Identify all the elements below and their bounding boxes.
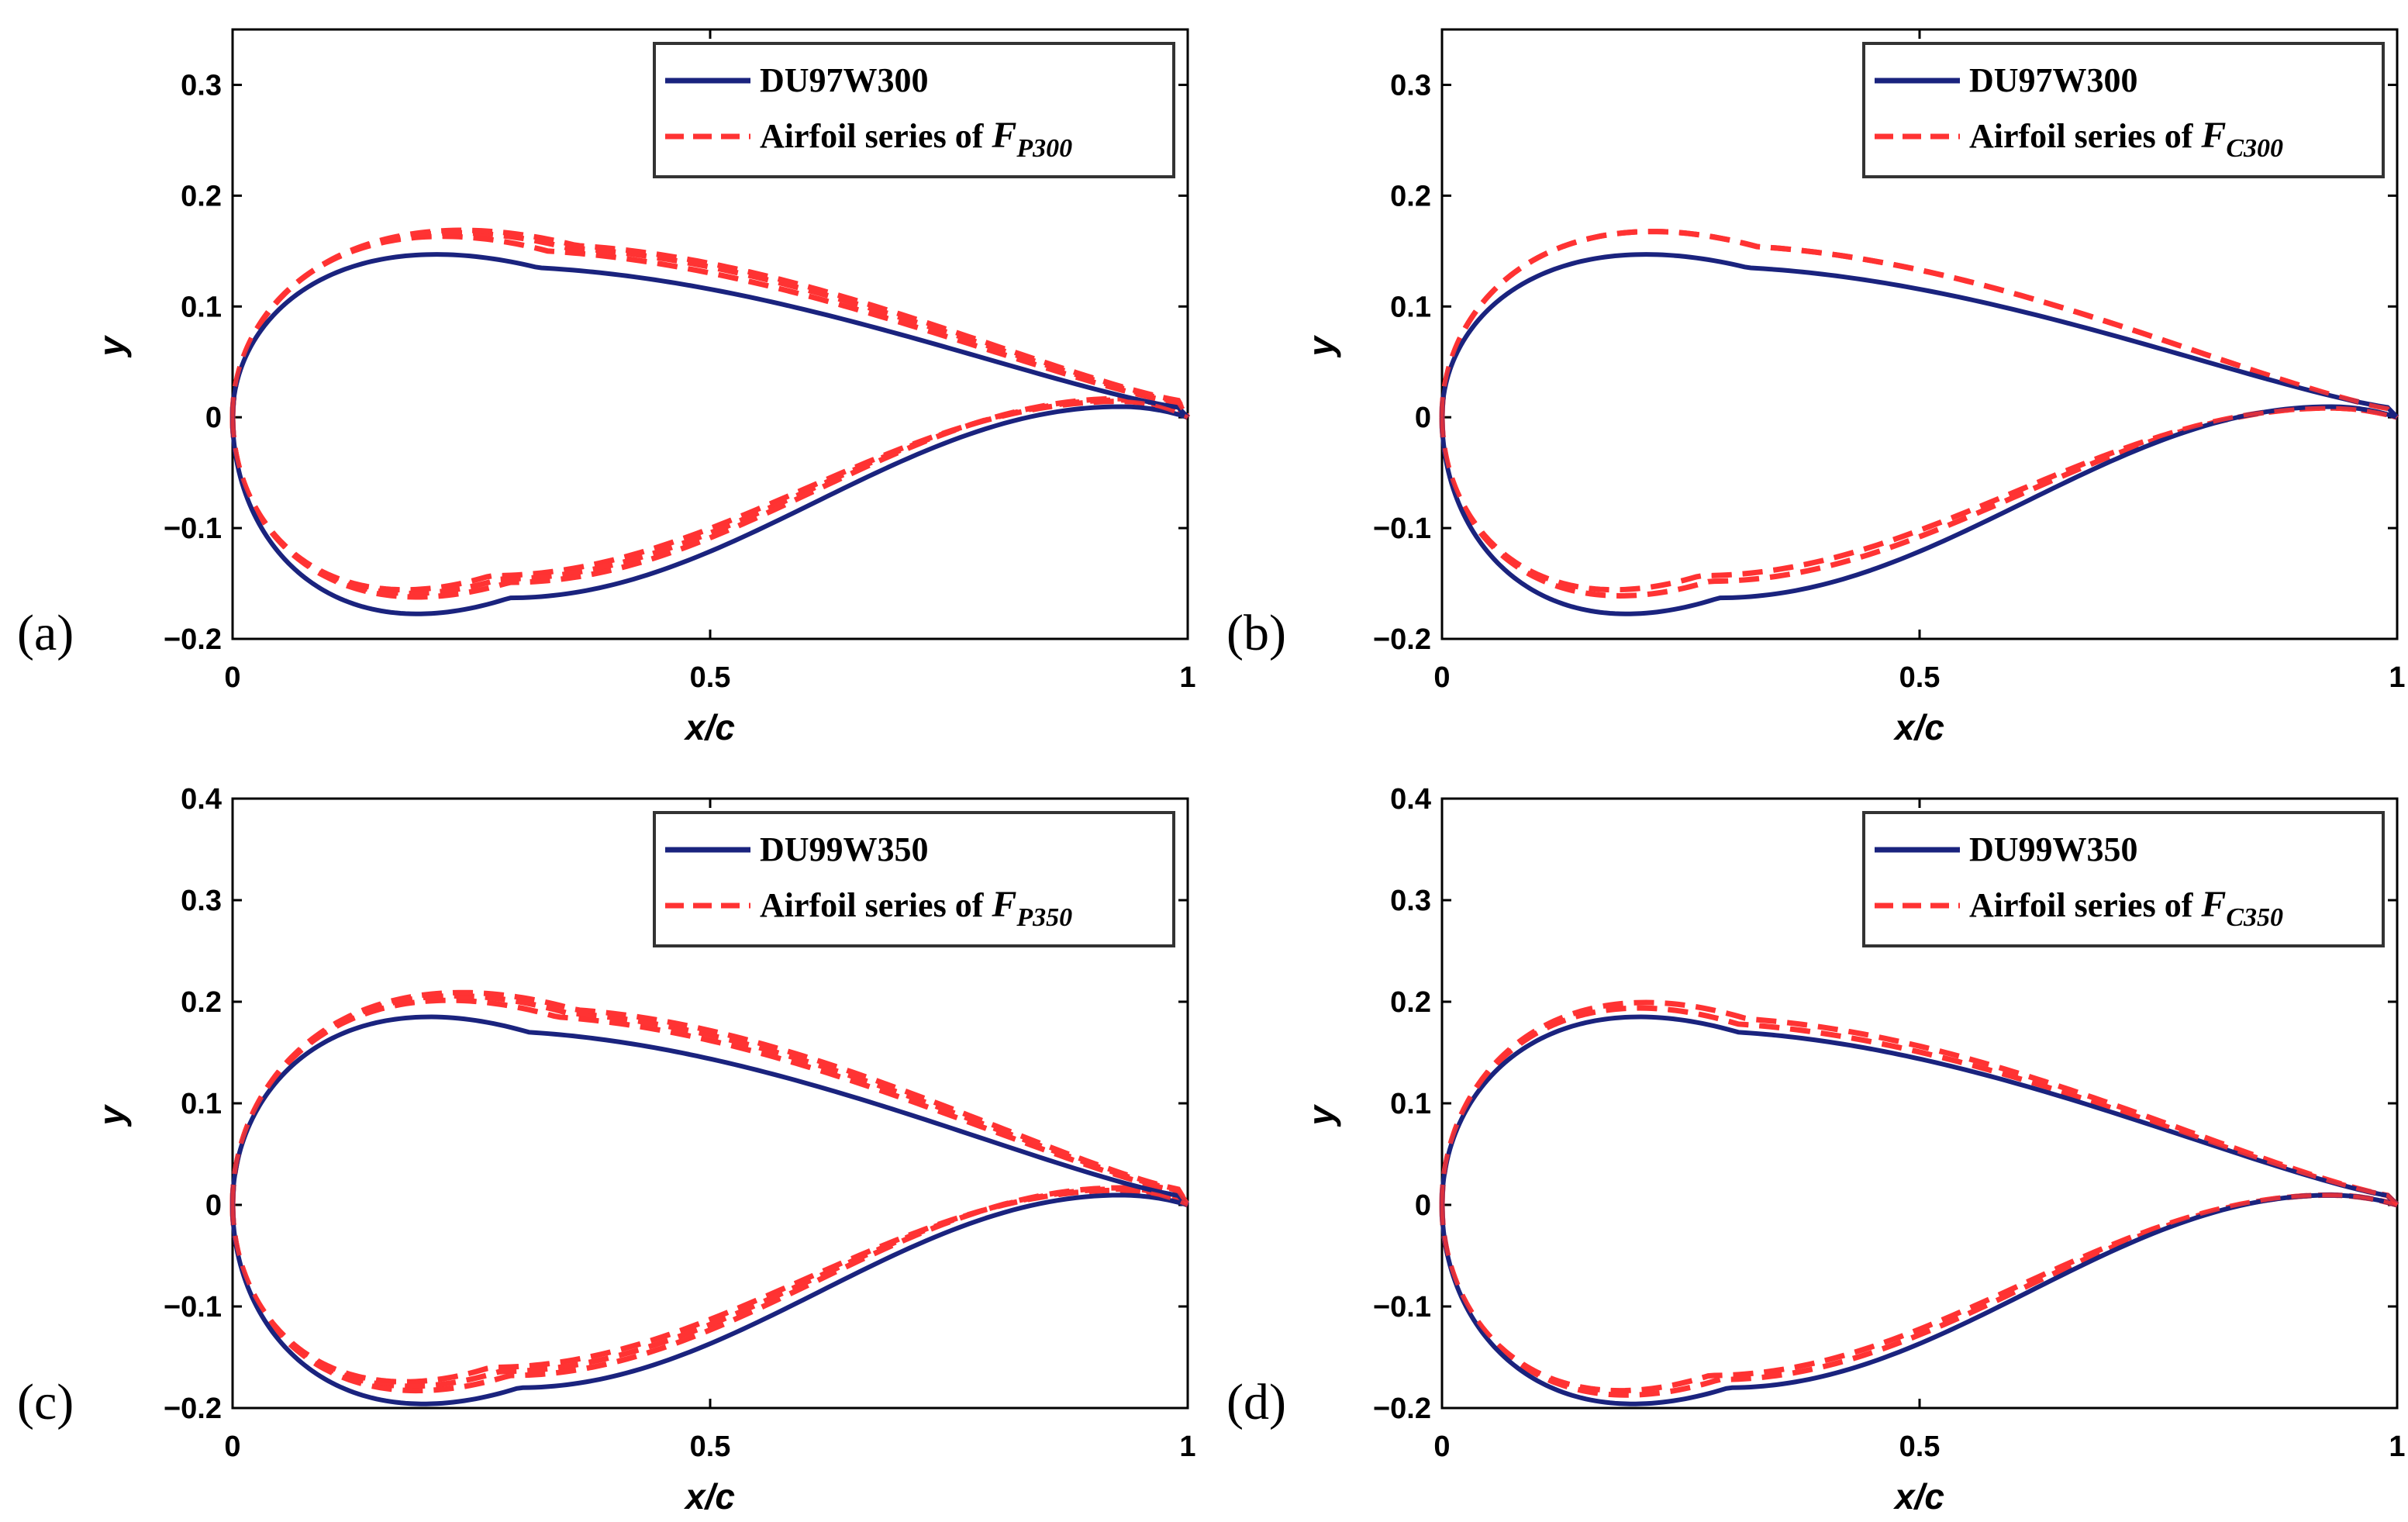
y-tick-label: −0.2 xyxy=(164,623,222,656)
series-airfoil-overlay-lower xyxy=(1440,406,2398,592)
y-tick-label: 0.3 xyxy=(181,69,222,102)
series-airfoil-overlay-upper xyxy=(1440,230,2399,419)
x-tick-label: 0 xyxy=(1433,1431,1450,1463)
series-airfoil-overlay-upper xyxy=(1440,1006,2399,1206)
y-tick-label: 0 xyxy=(1415,402,1431,434)
series-airfoil-lower-0 xyxy=(1439,405,2398,593)
series-baseline-upper xyxy=(230,1014,1190,1207)
y-axis-label: y xyxy=(1301,335,1341,358)
series-airfoil-upper-1 xyxy=(229,992,1190,1206)
y-tick-label: 0.1 xyxy=(181,291,222,323)
series-airfoil-lower-0 xyxy=(229,1187,1189,1385)
series-airfoil-overlay-upper xyxy=(230,234,1190,419)
y-axis-label: y xyxy=(91,1104,132,1127)
y-tick-label: 0.1 xyxy=(181,1088,222,1120)
series-airfoil-overlay-upper xyxy=(230,998,1190,1206)
chart-panel-d: −0.2 −0.1 0 0.1 0.2 0.3 0.4 0 0.5 1 x/c y (d) DU99W35… xyxy=(1226,783,2406,1517)
series-baseline-upper xyxy=(230,252,1190,419)
series-airfoil-lower-0 xyxy=(229,399,1189,593)
y-tick-label: 0.3 xyxy=(1390,885,1431,917)
series-airfoil-lower-1 xyxy=(229,1186,1189,1389)
legend-label-baseline: DU99W350 xyxy=(760,830,929,868)
series-airfoil-lower-2 xyxy=(229,1185,1189,1394)
x-tick-label: 1 xyxy=(1179,1431,1195,1463)
y-tick-label: 0 xyxy=(1415,1189,1431,1222)
legend-label-baseline: DU97W300 xyxy=(760,61,929,99)
y-tick-label: 0.3 xyxy=(181,885,222,917)
series-airfoil-overlay-lower xyxy=(230,399,1189,592)
y-tick-label: 0 xyxy=(205,402,222,434)
y-tick-label: −0.2 xyxy=(1373,1393,1431,1425)
y-tick-label: −0.1 xyxy=(164,513,222,545)
x-tick-label: 0 xyxy=(224,661,240,694)
y-tick-label: 0.2 xyxy=(181,180,222,212)
x-tick-label: 0.5 xyxy=(690,1431,731,1463)
x-axis-label: x/c xyxy=(683,1476,735,1517)
x-tick-label: 0.5 xyxy=(1899,1431,1941,1463)
series-baseline-upper xyxy=(1440,252,2399,419)
series-baseline-lower xyxy=(1440,1192,2398,1406)
y-tick-label: 0.1 xyxy=(1390,291,1431,323)
series-airfoil-overlay-lower xyxy=(1440,1192,2398,1393)
panel-label: (a) xyxy=(17,605,74,661)
y-tick-label: 0.4 xyxy=(1390,783,1431,816)
y-tick-label: −0.2 xyxy=(164,1393,222,1425)
y-tick-label: 0.1 xyxy=(1390,1088,1431,1120)
y-tick-label: −0.1 xyxy=(1373,513,1431,545)
series-airfoil-lower-1 xyxy=(1439,1192,2398,1398)
series-airfoil-lower-1 xyxy=(229,397,1189,596)
x-axis-label: x/c xyxy=(683,707,735,747)
series-airfoil-lower-2 xyxy=(229,395,1189,600)
series-baseline-lower xyxy=(1440,404,2398,616)
y-axis-label: y xyxy=(1301,1104,1341,1127)
y-axis-label: y xyxy=(91,335,132,358)
chart-panel-c: −0.2 −0.1 0 0.1 0.2 0.3 0.4 0 0.5 1 x/c y (c) DU99W35… xyxy=(17,783,1196,1517)
series-airfoil-lower-0 xyxy=(1439,1192,2398,1394)
x-tick-label: 0 xyxy=(224,1431,240,1463)
y-tick-label: 0.2 xyxy=(1390,180,1431,212)
panel-label: (d) xyxy=(1226,1374,1286,1431)
legend-box xyxy=(1862,811,2385,947)
y-tick-label: 0.4 xyxy=(181,783,222,816)
x-tick-label: 0.5 xyxy=(690,661,731,694)
series-baseline-upper xyxy=(1440,1014,2399,1207)
y-tick-label: 0.3 xyxy=(1390,69,1431,102)
x-tick-label: 1 xyxy=(2389,1431,2405,1463)
chart-panel-a: −0.2 −0.1 0 0.1 0.2 0.3 0 0.5 1 x/c y (a) DU97W300Ai… xyxy=(17,28,1196,747)
legend-box xyxy=(653,811,1175,947)
chart-panel-b: −0.2 −0.1 0 0.1 0.2 0.3 0 0.5 1 x/c y (b) DU97W300Ai… xyxy=(1226,28,2406,747)
y-tick-label: −0.2 xyxy=(1373,623,1431,656)
x-tick-label: 0 xyxy=(1433,661,1450,694)
series-airfoil-upper-0 xyxy=(229,233,1190,419)
y-tick-label: −0.1 xyxy=(164,1291,222,1324)
y-tick-label: 0 xyxy=(205,1189,222,1222)
legend-label-baseline: DU99W350 xyxy=(1969,830,2138,868)
y-tick-label: 0.2 xyxy=(1390,986,1431,1019)
series-airfoil-upper-1 xyxy=(1439,999,2399,1207)
series-baseline-lower xyxy=(230,404,1188,616)
x-tick-label: 1 xyxy=(1179,661,1195,694)
series-airfoil-overlay-lower xyxy=(230,1188,1188,1384)
panel-label: (c) xyxy=(17,1374,74,1431)
y-tick-label: 0.2 xyxy=(181,986,222,1019)
y-tick-label: −0.1 xyxy=(1373,1291,1431,1324)
panel-label: (b) xyxy=(1226,605,1286,661)
series-airfoil-lower-1 xyxy=(1439,405,2398,599)
series-baseline-lower xyxy=(230,1192,1188,1406)
x-axis-label: x/c xyxy=(1892,707,1944,747)
x-axis-label: x/c xyxy=(1892,1476,1944,1517)
legend-box xyxy=(653,42,1175,178)
x-tick-label: 1 xyxy=(2389,661,2405,694)
series-airfoil-upper-0 xyxy=(1439,1005,2399,1207)
legend-box xyxy=(1862,42,2385,178)
legend-label-baseline: DU97W300 xyxy=(1969,61,2138,99)
x-tick-label: 0.5 xyxy=(1899,661,1941,694)
